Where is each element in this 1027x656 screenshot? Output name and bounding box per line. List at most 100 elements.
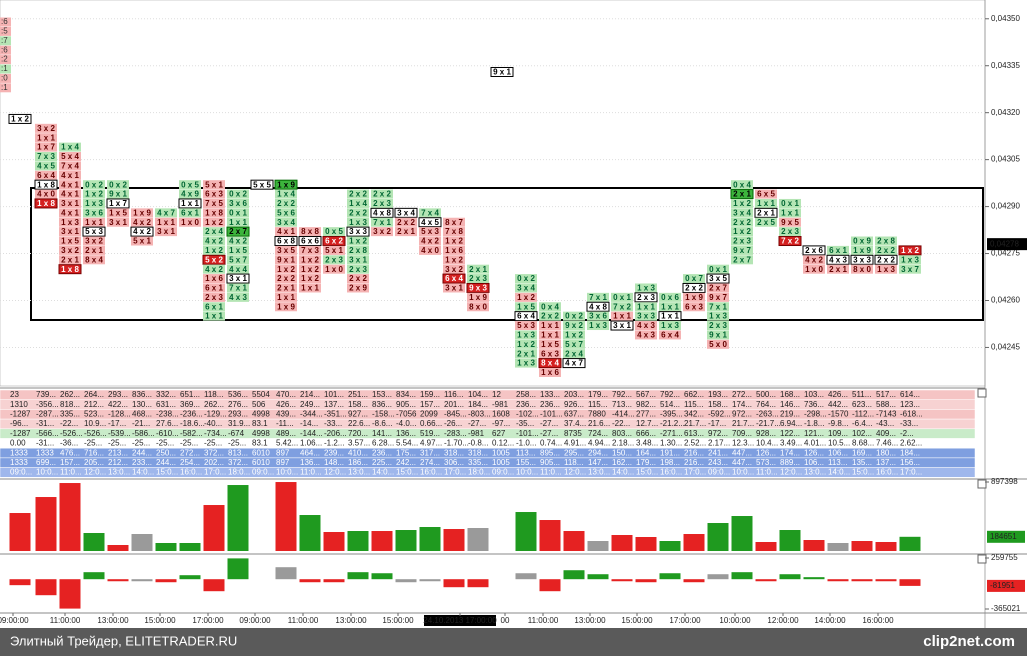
cell-bg bbox=[803, 264, 825, 274]
cell-label: 1 x 2 bbox=[445, 237, 463, 246]
table-row bbox=[0, 467, 976, 478]
cell-bg bbox=[323, 227, 345, 237]
cell-label: 0 x 5 bbox=[181, 180, 199, 189]
table-cell: 335... bbox=[468, 458, 488, 467]
cell-label: 1 x 3 bbox=[661, 321, 679, 330]
cell-bg bbox=[59, 161, 81, 171]
table-cell: 818... bbox=[60, 400, 80, 409]
cell-bg bbox=[731, 245, 753, 255]
cell-bg bbox=[851, 245, 873, 255]
cell-bg bbox=[395, 217, 417, 227]
volume-bar bbox=[851, 541, 873, 551]
delta-bar bbox=[59, 579, 81, 609]
table-cell: -981 bbox=[468, 429, 485, 438]
x-tick-label: 17:00:00 bbox=[192, 616, 224, 625]
cell-bg bbox=[443, 217, 465, 227]
table-cell: 372... bbox=[228, 458, 248, 467]
delta-bar bbox=[179, 575, 201, 580]
cell-label: 1 x 2 bbox=[733, 199, 751, 208]
cell-label: 1 x 6 bbox=[541, 368, 559, 377]
cell-bg bbox=[803, 255, 825, 265]
cell-bg bbox=[203, 264, 225, 274]
table-cell: 102... bbox=[852, 429, 872, 438]
table-cell: -582... bbox=[180, 429, 203, 438]
cell-label: 2 x 2 bbox=[397, 218, 415, 227]
table-cell: 613... bbox=[684, 429, 704, 438]
delta-bar bbox=[779, 574, 801, 580]
cell-label: 3 x 1 bbox=[349, 255, 367, 264]
cell-label: 0 x 2 bbox=[229, 190, 247, 199]
table-cell: 295... bbox=[564, 448, 584, 457]
cell-bg bbox=[539, 349, 561, 359]
cell-bg bbox=[515, 349, 537, 359]
table-cell: 889... bbox=[780, 458, 800, 467]
cell-label: 1 x 3 bbox=[517, 359, 535, 368]
table-cell: 146... bbox=[780, 400, 800, 409]
delta-bar bbox=[155, 579, 177, 583]
close-button[interactable] bbox=[977, 479, 987, 489]
cell-label: 1 x 1 bbox=[229, 218, 247, 227]
table-cell: 1333 bbox=[36, 448, 54, 457]
cell-label: 4 x 2 bbox=[205, 265, 223, 274]
table-cell: -1.0... bbox=[516, 439, 536, 448]
cell-label: 0 x 5 bbox=[325, 227, 343, 236]
table-cell: 10.9... bbox=[84, 419, 106, 428]
cell-label: 2 x 3 bbox=[349, 265, 367, 274]
volume-bar bbox=[731, 516, 753, 551]
volume-bar bbox=[611, 535, 633, 551]
table-cell: 2.17... bbox=[708, 439, 730, 448]
cell-bg bbox=[659, 292, 681, 302]
table-cell: -981 bbox=[492, 400, 509, 409]
cell-bg bbox=[203, 283, 225, 293]
cell-label: 6 x 1 bbox=[181, 208, 199, 217]
table-cell: -238... bbox=[156, 410, 179, 419]
cell-label: 3 x 4 bbox=[277, 218, 295, 227]
table-cell: 426... bbox=[276, 400, 296, 409]
table-cell: -25... bbox=[228, 439, 246, 448]
cell-label: 1 x 5 bbox=[541, 340, 559, 349]
last-value-label: -81951 bbox=[990, 581, 1015, 590]
table-cell: 123... bbox=[900, 400, 920, 409]
cell-label: 2 x 1 bbox=[757, 208, 775, 217]
cell-label: 1 x 8 bbox=[205, 208, 223, 217]
delta-bar bbox=[395, 579, 417, 583]
cell-label: 2 x 1 bbox=[829, 265, 847, 274]
cell-label: 6 x 2 bbox=[325, 237, 343, 246]
table-cell: 219... bbox=[780, 410, 800, 419]
delta-bar bbox=[563, 570, 585, 580]
cell-bg bbox=[466, 282, 490, 293]
volume-bar bbox=[347, 531, 369, 551]
table-cell: -21... bbox=[132, 419, 150, 428]
table-cell: 179... bbox=[588, 390, 608, 399]
close-button[interactable] bbox=[977, 554, 987, 564]
x-tick-label: 09:00:00 bbox=[0, 616, 29, 625]
table-cell: 137... bbox=[876, 458, 896, 467]
delta-bar bbox=[203, 579, 225, 592]
cell-bg bbox=[682, 282, 706, 293]
table-cell: 6.94... bbox=[780, 419, 802, 428]
volume-bar bbox=[875, 542, 897, 551]
cell-bg bbox=[755, 217, 777, 227]
delta-bar bbox=[707, 574, 729, 580]
y-tick-label: 0,04245 bbox=[991, 343, 1020, 352]
x-tick-label: 16:00:00 bbox=[862, 616, 894, 625]
cell-label: 5 x 7 bbox=[565, 340, 583, 349]
cell-label: 4 x 2 bbox=[133, 218, 151, 227]
close-button[interactable] bbox=[977, 388, 987, 398]
table-cell: -101... bbox=[540, 410, 563, 419]
table-cell: 476... bbox=[60, 448, 80, 457]
cell-bg bbox=[203, 189, 225, 199]
cell-label: 3 x 6 bbox=[589, 312, 607, 321]
cell-bg bbox=[83, 198, 105, 208]
cell-bg bbox=[226, 273, 250, 284]
cell-bg bbox=[371, 227, 393, 237]
cell-bg bbox=[131, 208, 153, 218]
cell-bg bbox=[730, 189, 754, 200]
cell-label: 3 x 2 bbox=[373, 227, 391, 236]
cell-bg bbox=[395, 227, 417, 237]
table-cell: 109... bbox=[828, 429, 848, 438]
cell-bg bbox=[731, 208, 753, 218]
cell-bg bbox=[707, 321, 729, 331]
cell-bg bbox=[683, 274, 705, 284]
edge-label: :6 bbox=[1, 45, 8, 54]
